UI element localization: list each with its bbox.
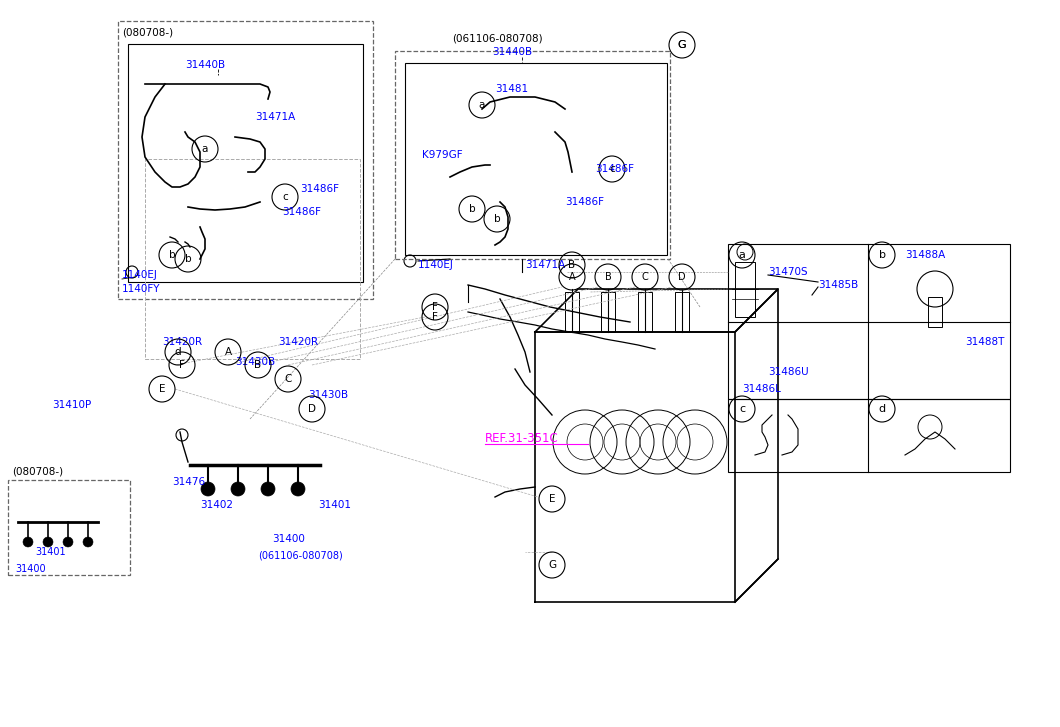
Text: 31471A: 31471A — [255, 112, 296, 122]
Text: 31471A: 31471A — [525, 260, 565, 270]
Text: A: A — [225, 347, 231, 357]
Text: 31440B: 31440B — [492, 47, 532, 57]
Bar — [395, 51, 670, 259]
Text: 31430B: 31430B — [235, 357, 276, 367]
Text: (061106-080708): (061106-080708) — [258, 550, 342, 560]
Text: 31485B: 31485B — [818, 280, 859, 290]
Circle shape — [43, 537, 53, 547]
Text: 31486F: 31486F — [565, 197, 604, 207]
Circle shape — [63, 537, 73, 547]
Text: K979GF: K979GF — [422, 150, 462, 160]
Text: C: C — [284, 374, 292, 384]
Circle shape — [23, 537, 33, 547]
Text: 1140EJ: 1140EJ — [418, 260, 454, 270]
Bar — [735, 262, 755, 317]
Bar — [728, 399, 1010, 472]
Text: b: b — [169, 250, 175, 260]
Text: b: b — [184, 254, 191, 264]
Text: 31400: 31400 — [15, 564, 46, 574]
Text: C: C — [641, 272, 649, 282]
Text: b: b — [469, 204, 475, 214]
Bar — [601, 292, 615, 332]
Text: (080708-): (080708-) — [12, 467, 64, 477]
Text: 31488A: 31488A — [905, 250, 946, 260]
Text: D: D — [308, 404, 316, 414]
Text: 31486U: 31486U — [768, 367, 809, 377]
Text: G: G — [677, 40, 686, 50]
Text: 31486F: 31486F — [300, 184, 339, 194]
Text: a: a — [479, 100, 485, 110]
Text: F: F — [432, 312, 438, 322]
Text: (061106-080708): (061106-080708) — [452, 34, 543, 44]
Bar — [638, 292, 652, 332]
Text: G: G — [548, 560, 556, 570]
Text: 31400: 31400 — [272, 534, 305, 544]
Text: 31476: 31476 — [172, 477, 206, 487]
Text: 31401: 31401 — [35, 547, 66, 557]
Circle shape — [292, 482, 305, 496]
Circle shape — [231, 482, 245, 496]
Text: E: E — [549, 494, 555, 504]
Text: A: A — [568, 272, 576, 282]
Text: 1140FY: 1140FY — [122, 284, 160, 294]
Text: c: c — [739, 404, 745, 414]
Text: 1140EJ: 1140EJ — [122, 270, 158, 280]
Text: 31420R: 31420R — [162, 337, 202, 347]
Text: 31486L: 31486L — [742, 384, 781, 394]
Text: F: F — [179, 360, 184, 370]
Text: D: D — [678, 272, 686, 282]
Bar — [145, 159, 360, 359]
Bar — [928, 297, 942, 327]
Text: B: B — [604, 272, 612, 282]
Text: d: d — [879, 404, 885, 414]
Text: 31481: 31481 — [495, 84, 528, 94]
Text: b: b — [879, 250, 885, 260]
Bar — [118, 21, 373, 299]
Bar — [675, 292, 689, 332]
Text: 31470S: 31470S — [768, 267, 808, 277]
Bar — [128, 44, 363, 282]
Circle shape — [201, 482, 215, 496]
Text: c: c — [282, 192, 288, 202]
Text: a: a — [739, 250, 745, 260]
Text: 31488T: 31488T — [965, 337, 1005, 347]
Text: 31420R: 31420R — [278, 337, 318, 347]
Bar — [565, 292, 579, 332]
Text: c: c — [610, 164, 615, 174]
Text: 31486F: 31486F — [595, 164, 634, 174]
Bar — [8, 480, 130, 575]
Circle shape — [83, 537, 93, 547]
Text: b: b — [494, 214, 500, 224]
Text: d: d — [175, 347, 181, 357]
Text: REF.31-351C: REF.31-351C — [485, 433, 559, 446]
Text: a: a — [201, 144, 208, 154]
Text: F: F — [432, 302, 438, 312]
Text: B: B — [568, 260, 576, 270]
Text: 31440B: 31440B — [186, 60, 225, 70]
Text: 31401: 31401 — [318, 500, 351, 510]
Text: E: E — [159, 384, 165, 394]
Bar — [405, 63, 667, 255]
Text: 31486F: 31486F — [282, 207, 321, 217]
Text: B: B — [254, 360, 262, 370]
Text: (080708-): (080708-) — [122, 28, 173, 38]
Text: 31410P: 31410P — [52, 400, 91, 410]
Bar — [728, 244, 1010, 399]
Circle shape — [261, 482, 275, 496]
Text: 31402: 31402 — [200, 500, 233, 510]
Text: 31430B: 31430B — [308, 390, 348, 400]
Text: G: G — [677, 40, 686, 50]
